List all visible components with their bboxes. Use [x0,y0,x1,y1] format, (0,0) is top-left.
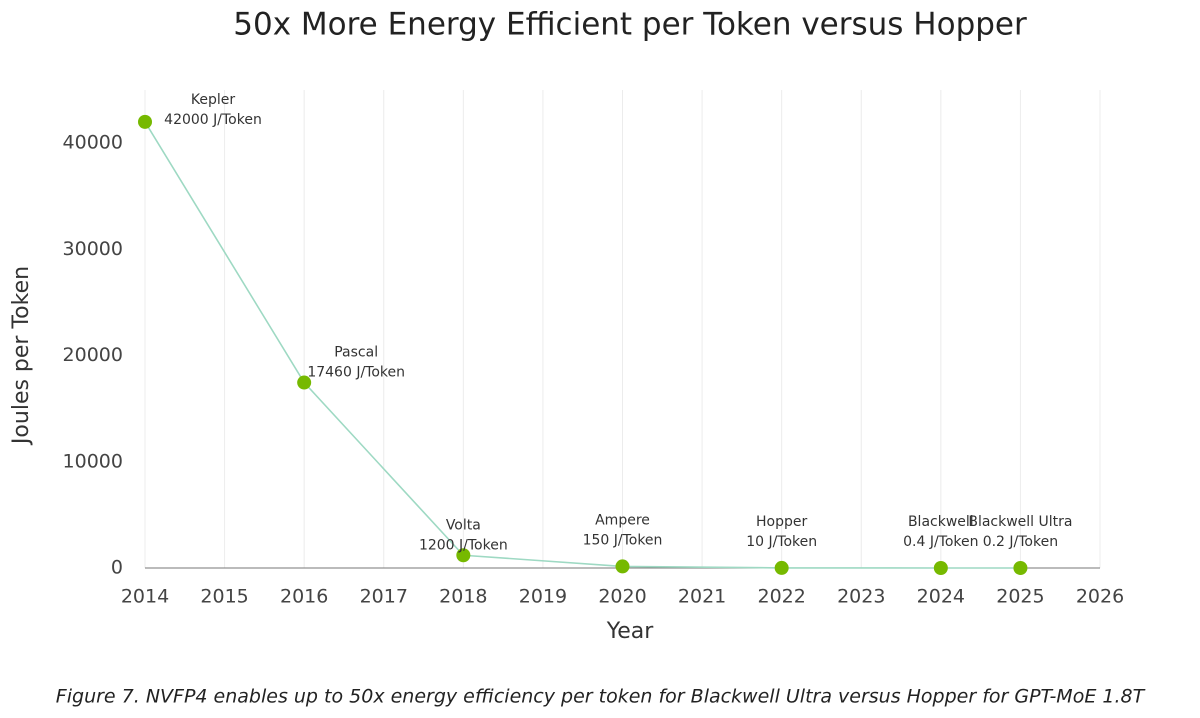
data-line [144,121,1021,569]
y-tick-label: 40000 [63,132,123,154]
x-tick-label: 2015 [200,586,248,608]
x-tick-label: 2020 [598,586,646,608]
point-value-label: 10 J/Token [746,534,817,550]
point-name: Blackwell Ultra [968,514,1072,530]
point-value-label: 17460 J/Token [307,365,405,381]
point-value-label: 150 J/Token [583,532,663,548]
data-point [615,559,630,574]
x-tick-label: 2018 [439,586,487,608]
y-tick-label: 10000 [63,450,123,472]
data-point [456,548,471,563]
y-tick-label: 0 [111,557,123,579]
data-point [1013,560,1028,575]
x-tick-label: 2017 [360,586,408,608]
y-tick-label: 30000 [63,238,123,260]
y-tick-label: 20000 [63,344,123,366]
point-name: Hopper [756,514,807,530]
x-tick-label: 2024 [917,586,965,608]
point-name: Kepler [191,92,235,108]
data-point [138,114,152,129]
point-name: Volta [446,517,481,533]
y-axis-label: Joules per Token [9,266,34,446]
x-tick-label: 2025 [996,586,1044,608]
point-name: Pascal [334,345,378,361]
point-value-label: 0.4 J/Token [903,534,978,550]
x-tick-label: 2014 [121,586,169,608]
x-tick-label: 2022 [757,586,805,608]
x-tick-label: 2016 [280,586,328,608]
caption: Figure 7. NVFP4 enables up to 50x energy… [56,686,1146,708]
data-point [933,560,948,575]
x-tick-label: 2023 [837,586,885,608]
point-name: Ampere [595,512,650,528]
x-tick-label: 2021 [678,586,726,608]
chart-title: 50x More Energy Efficient per Token vers… [233,7,1027,43]
point-value-label: 42000 J/Token [164,112,262,128]
point-name: Blackwell [908,514,974,530]
x-tick-label: 2019 [519,586,567,608]
point-value-label: 1200 J/Token [419,537,508,553]
x-tick-label: 2026 [1076,586,1124,608]
data-point [774,560,789,575]
x-axis-label: Year [606,619,655,644]
point-value-label: 0.2 J/Token [983,534,1058,550]
data-point [297,375,312,390]
